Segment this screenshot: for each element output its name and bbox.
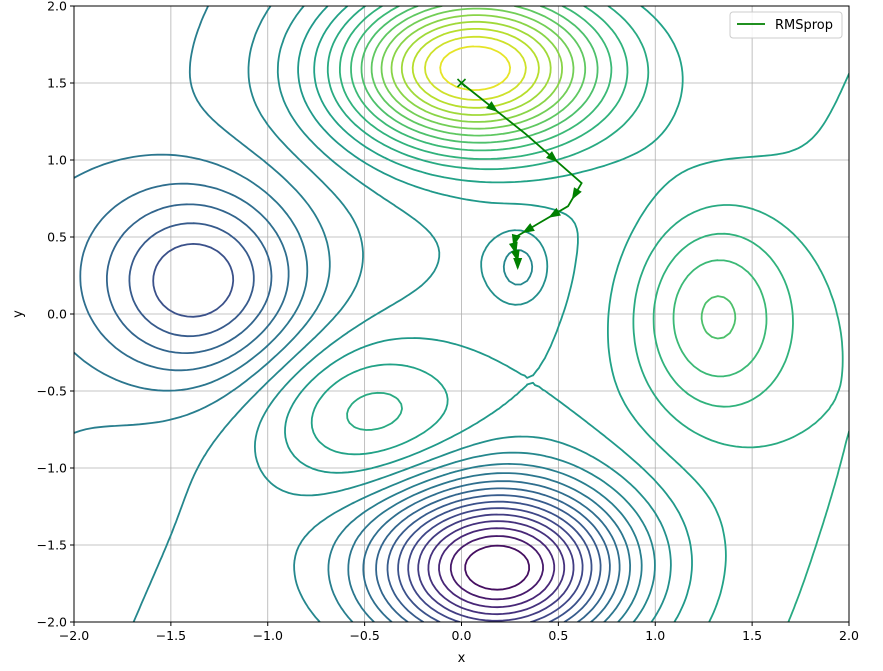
contour-level [439,45,511,91]
series-layer [456,78,583,270]
x-axis: −2.0 −1.5 −1.0 −0.5 0.0 0.5 1.0 1.5 2.0 [59,622,859,643]
step-arrow [513,257,523,270]
step-arrow [522,223,535,234]
x-tick-label: 1.0 [645,628,665,643]
y-axis-label: y [11,310,26,318]
contour-level [370,6,587,137]
contour-level [310,6,849,622]
y-tick-label: 2.0 [47,0,67,14]
contour-level [400,20,552,116]
x-axis-label: x [458,651,466,666]
contour-level [360,6,737,340]
y-tick-label: 0.5 [47,230,67,245]
contour-level [106,203,611,622]
contour-level [74,6,643,622]
y-tick-label: −0.5 [37,384,67,399]
contour-level [390,14,563,123]
contour-level [350,6,768,378]
contour-lines [74,6,849,622]
contour-level [424,35,527,101]
contour-level [380,7,575,130]
y-axis: −2.0 −1.5 −1.0 −0.5 0.0 0.5 1.0 1.5 2.0 [37,0,74,630]
contour-level [132,6,656,622]
y-tick-label: 1.5 [47,76,67,91]
y-tick-label: −1.5 [37,538,67,553]
x-tick-label: 2.0 [839,628,859,643]
contour-level [411,28,540,109]
step-arrow [571,187,582,200]
contour-level [79,182,621,622]
legend-label-rmsprop: RMSprop [775,18,833,33]
contour-level [339,6,794,408]
legend-box [729,11,843,39]
contour-level [464,544,530,591]
contour-level [449,535,544,601]
x-tick-label: −0.5 [349,628,379,643]
y-tick-label: 1.0 [47,153,67,168]
x-tick-label: 0.5 [548,628,568,643]
contour-level [326,6,849,622]
contour-level [254,6,672,622]
x-tick-label: 1.5 [742,628,762,643]
x-tick-label: −2.0 [59,628,89,643]
contour-level [427,520,566,616]
contour-level [284,6,693,622]
start-marker [456,78,467,88]
contour-level [417,513,575,622]
step-arrow [546,151,559,163]
contour-level [74,153,631,622]
contour-level [407,507,584,622]
step-arrow [485,101,499,113]
contour-level [438,527,556,609]
contour-level [128,222,602,622]
y-tick-label: −1.0 [37,461,67,476]
y-tick-label: −2.0 [37,615,67,630]
legend: RMSprop [729,11,843,39]
contour-level [152,243,593,622]
y-tick-label: 0.0 [47,307,67,322]
x-tick-label: −1.0 [253,628,283,643]
x-tick-label: −1.5 [156,628,186,643]
step-arrow [548,207,561,218]
x-tick-label: 0.0 [452,628,472,643]
